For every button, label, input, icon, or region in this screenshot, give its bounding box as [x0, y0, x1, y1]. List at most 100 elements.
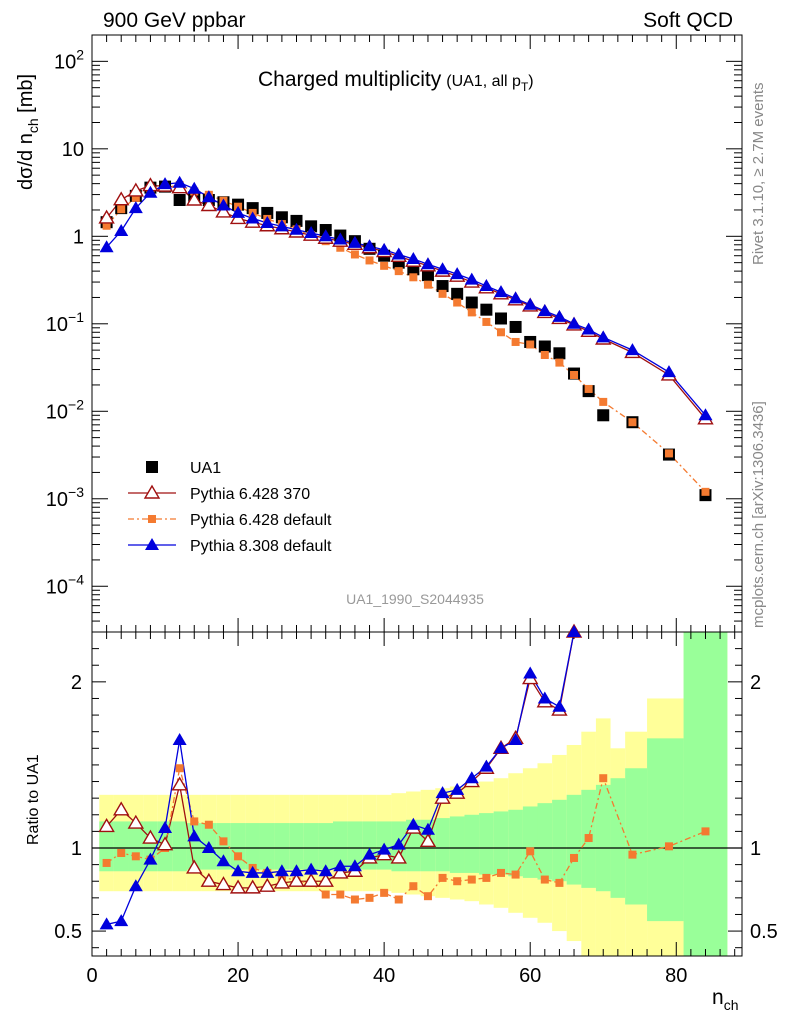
y-tick-label: 10−4: [46, 571, 84, 598]
ratio-point: [175, 764, 184, 773]
legend-label: UA1: [190, 460, 221, 477]
ratio-point: [317, 872, 334, 887]
data-point: [567, 316, 582, 329]
data-point: [625, 343, 640, 356]
data-point: [597, 409, 610, 422]
data-point: [453, 298, 462, 307]
y-tick-label-exp: −1: [68, 309, 84, 325]
x-tick-label: 0: [86, 965, 97, 987]
ratio-point: [377, 842, 392, 855]
ratio-point: [259, 877, 276, 892]
series-line: [106, 184, 706, 493]
band-inner-segment: [508, 809, 523, 877]
ratio-point: [347, 859, 362, 872]
data-point: [362, 239, 377, 252]
ratio-point: [245, 865, 260, 878]
data-point: [289, 222, 304, 235]
ratio-point: [143, 852, 158, 865]
ratio-point: [438, 873, 447, 882]
ratio-point: [390, 849, 407, 864]
data-point: [112, 191, 130, 206]
band-inner-segment: [289, 823, 304, 870]
y-tick-label: 10−3: [46, 484, 84, 511]
y-tick-label-exp: −3: [68, 484, 84, 500]
band-inner-segment: [479, 813, 494, 875]
data-point: [117, 205, 126, 214]
x-axis-label: nch: [712, 986, 738, 1013]
plot-title-main: Charged multiplicity: [258, 68, 442, 91]
ratio-point: [453, 877, 462, 886]
ratio-point: [420, 822, 435, 835]
band-inner-segment: [347, 821, 363, 870]
y-tick-label-exp: −4: [68, 571, 84, 587]
legend: UA1 Pythia 6.428 370 Pythia 6.428 default P…: [128, 460, 332, 555]
y-tick-label-exp: −2: [68, 396, 84, 412]
data-point: [98, 209, 115, 224]
data-point: [584, 384, 593, 393]
y-tick-label: 1: [73, 226, 84, 248]
ratio-point: [244, 879, 261, 894]
data-point: [599, 397, 608, 406]
data-point: [553, 347, 566, 360]
ratio-point: [511, 870, 520, 879]
y-tick-label: 102: [54, 46, 84, 73]
y-tick-label: 10−2: [46, 396, 84, 423]
data-point: [526, 340, 535, 349]
data-point: [628, 418, 637, 427]
ratio-axis-label: Ratio to UA1: [25, 754, 42, 845]
ratio-point: [142, 829, 159, 844]
ratio-point: [158, 821, 173, 834]
ratio-point: [190, 817, 199, 826]
legend-label: Pythia 8.308 default: [190, 538, 332, 555]
ratio-point: [127, 814, 145, 829]
ratio-point: [450, 782, 465, 795]
ratio-point: [552, 699, 567, 712]
data-point: [260, 215, 275, 228]
ratio-point: [114, 914, 129, 927]
ratio-point: [467, 875, 476, 884]
data-point: [482, 317, 491, 326]
ratio-point: [523, 666, 538, 679]
data-point: [131, 193, 140, 202]
y-tick-label: 10: [62, 139, 84, 161]
ratio-point: [479, 759, 494, 772]
data-point: [391, 247, 406, 260]
band-inner-segment: [610, 778, 626, 898]
series-line: [106, 182, 706, 416]
band-inner-segment: [318, 823, 334, 870]
ratio-point: [204, 820, 213, 829]
data-point: [451, 287, 464, 300]
ratio-point: [229, 879, 247, 894]
data-point: [436, 280, 449, 293]
ratio-tick-label: 1: [71, 838, 82, 860]
ratio-point: [172, 733, 187, 745]
band-inner-segment: [245, 823, 260, 870]
data-point: [336, 243, 345, 252]
ratio-point: [423, 892, 432, 901]
ratio-tick-label-right: 1: [750, 838, 761, 860]
ratio-point: [131, 852, 140, 861]
ratio-point: [231, 864, 246, 877]
ratio-point: [99, 917, 114, 930]
data-point: [537, 304, 552, 317]
rivet-version-label: Rivet 3.1.10, ≥ 2.7M events: [750, 83, 767, 266]
y-tick-label: 10−1: [46, 309, 84, 336]
data-point: [215, 203, 232, 218]
ratio-tick-label-right: 0.5: [750, 921, 778, 943]
ratio-point: [599, 774, 608, 783]
band-inner-segment: [464, 814, 480, 873]
ratio-point: [537, 691, 552, 704]
band-inner-segment: [99, 821, 114, 872]
y-tick-label-base: 10: [46, 576, 68, 598]
data-point: [318, 229, 333, 242]
data-point: [493, 285, 508, 298]
data-point: [552, 309, 567, 322]
ratio-point: [350, 895, 359, 904]
ratio-point: [336, 890, 345, 899]
ratio-tick-label-right: 2: [750, 672, 761, 694]
ratio-point: [318, 864, 333, 877]
data-point: [143, 185, 158, 198]
plot-title-sub: (UA1, all p: [446, 73, 521, 90]
ratio-point: [304, 862, 319, 875]
